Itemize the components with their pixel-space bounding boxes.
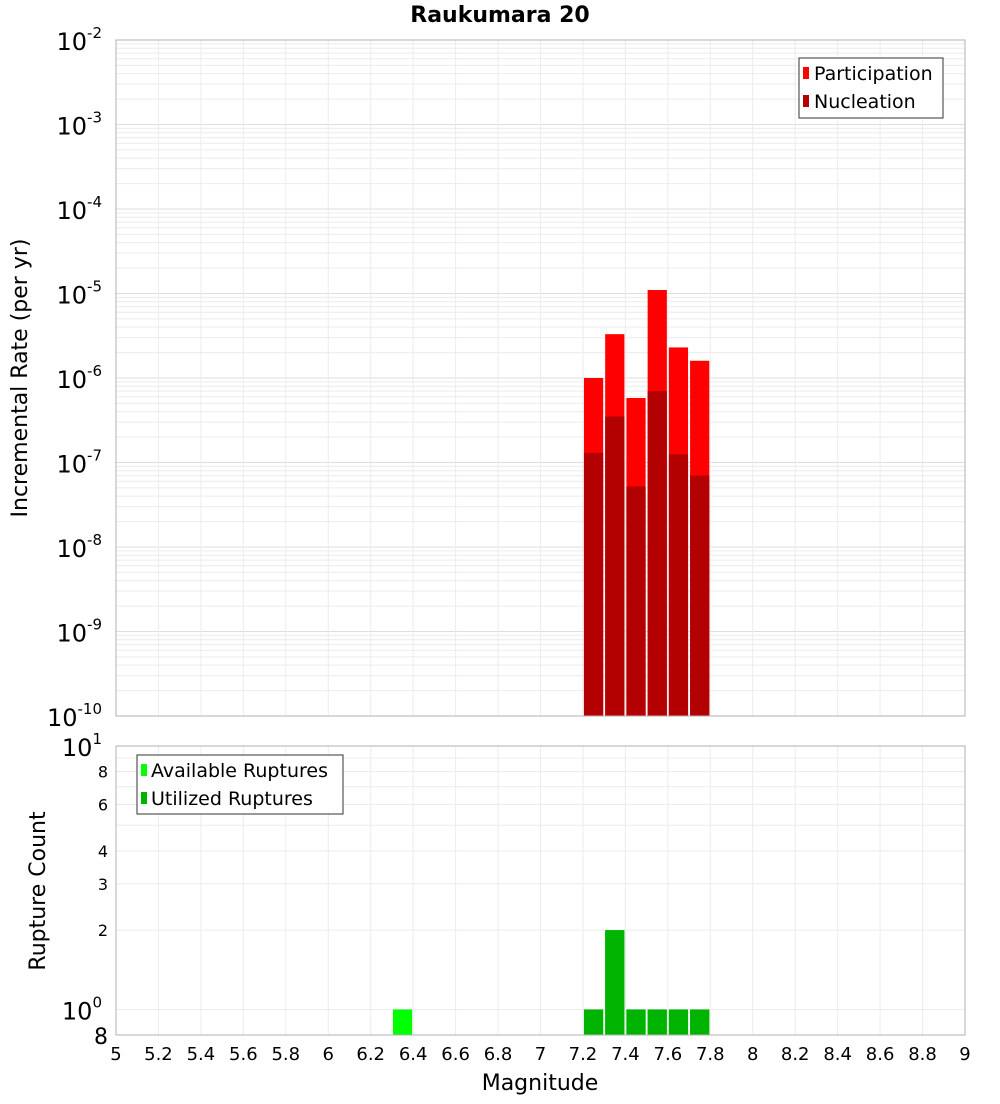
utilized-ruptures-bar: [605, 930, 625, 1035]
chart-title: Raukumara 20: [410, 3, 589, 28]
nucleation-bar: [647, 391, 667, 716]
nucleation-bar: [626, 486, 646, 716]
x-tick-label: 8.8: [908, 1044, 937, 1065]
x-tick-label: 9: [959, 1044, 970, 1065]
x-tick-label: 7.2: [569, 1044, 598, 1065]
available-ruptures-bar: [392, 1009, 413, 1035]
x-tick-label: 6.4: [399, 1044, 428, 1065]
x-tick-label: 5.6: [229, 1044, 258, 1065]
y-tick-label: 8: [94, 1025, 108, 1050]
y-tick-label: 3: [98, 875, 108, 894]
x-tick-label: 5.4: [187, 1044, 216, 1065]
y-tick-label: 2: [98, 921, 108, 940]
nucleation-bar: [583, 452, 604, 716]
legend-swatch: [803, 95, 809, 107]
x-tick-label: 7.8: [696, 1044, 725, 1065]
legend-box: [136, 754, 344, 815]
y-tick-label: 10-4: [56, 193, 102, 225]
y-tick-label: 8: [98, 763, 108, 782]
x-tick-label: 6.2: [356, 1044, 385, 1065]
rate-plot-grid: [115, 40, 966, 717]
legend-swatch: [803, 67, 809, 79]
x-tick-label: 8.4: [823, 1044, 852, 1065]
nucleation-bar: [668, 454, 689, 716]
x-tick-label: 7.4: [611, 1044, 640, 1065]
x-tick-label: 5: [110, 1044, 121, 1065]
legend-entry: Participation: [814, 63, 933, 85]
legend-entry: Nucleation: [814, 91, 916, 113]
rate-plot-bars: [583, 290, 710, 716]
y-tick-label: 10-7: [56, 447, 102, 479]
x-tick-label: 8: [747, 1044, 758, 1065]
legend-entry: Utilized Ruptures: [151, 788, 313, 810]
y-tick-label: 10-5: [56, 278, 102, 310]
x-tick-label: 7.6: [654, 1044, 683, 1065]
legend-box: [798, 57, 944, 119]
x-tick-label: 6: [323, 1044, 334, 1065]
x-tick-label: 6.8: [484, 1044, 513, 1065]
utilized-ruptures-bar: [626, 1009, 646, 1035]
count-y-axis-label: Rupture Count: [26, 811, 51, 971]
x-tick-label: 8.6: [866, 1044, 895, 1065]
y-tick-label: 10-6: [56, 362, 102, 394]
count-plot-frame: [115, 745, 966, 1036]
x-tick-label: 5.2: [144, 1044, 173, 1065]
count-plot-bars: [392, 930, 710, 1035]
y-tick-label: 10-3: [56, 109, 102, 141]
y-tick-label: 100: [62, 993, 102, 1025]
rate-y-axis-label: Incremental Rate (per yr): [8, 239, 33, 518]
count-legend: Available Ruptures Utilized Ruptures: [136, 754, 344, 815]
utilized-ruptures-bar: [668, 1009, 689, 1035]
x-axis-label: Magnitude: [482, 1071, 599, 1096]
nucleation-bar: [690, 475, 710, 716]
x-tick-label: 7: [535, 1044, 546, 1065]
legend-swatch: [141, 792, 147, 804]
rate-plot-frame: [115, 39, 966, 717]
y-tick-label: 10-10: [47, 700, 102, 732]
y-tick-label: 4: [98, 842, 108, 861]
utilized-ruptures-bar: [647, 1009, 667, 1035]
rate-legend: Participation Nucleation: [798, 57, 944, 119]
utilized-ruptures-bar: [690, 1009, 710, 1035]
rate-y-tick-labels: 10-10 10-9 10-8 10-7 10-6 10-5 10-4 10-3 10-2: [47, 24, 102, 732]
x-tick-label: 8.2: [781, 1044, 810, 1065]
y-tick-label: 6: [98, 795, 108, 814]
legend-swatch: [141, 764, 147, 776]
y-tick-label: 10-8: [56, 531, 102, 563]
nucleation-bar: [605, 416, 625, 716]
y-tick-label: 101: [62, 730, 102, 762]
y-tick-label: 10-2: [56, 24, 102, 56]
x-tick-label: 6.6: [441, 1044, 470, 1065]
x-tick-label: 5.8: [271, 1044, 300, 1065]
utilized-ruptures-bar: [583, 1009, 604, 1035]
rate-plot-panel: 10-10 10-9 10-8 10-7 10-6 10-5 10-4 10-3 10-2 In…: [8, 24, 966, 732]
legend-entry: Available Ruptures: [151, 760, 328, 782]
y-tick-label: 10-9: [56, 616, 102, 648]
x-tick-labels: 5 5.2 5.4 5.6 5.8 6 6.2 6.4 6.6 6.8 7 7.2 7.4 7.6 7.8 8…: [110, 1044, 970, 1065]
